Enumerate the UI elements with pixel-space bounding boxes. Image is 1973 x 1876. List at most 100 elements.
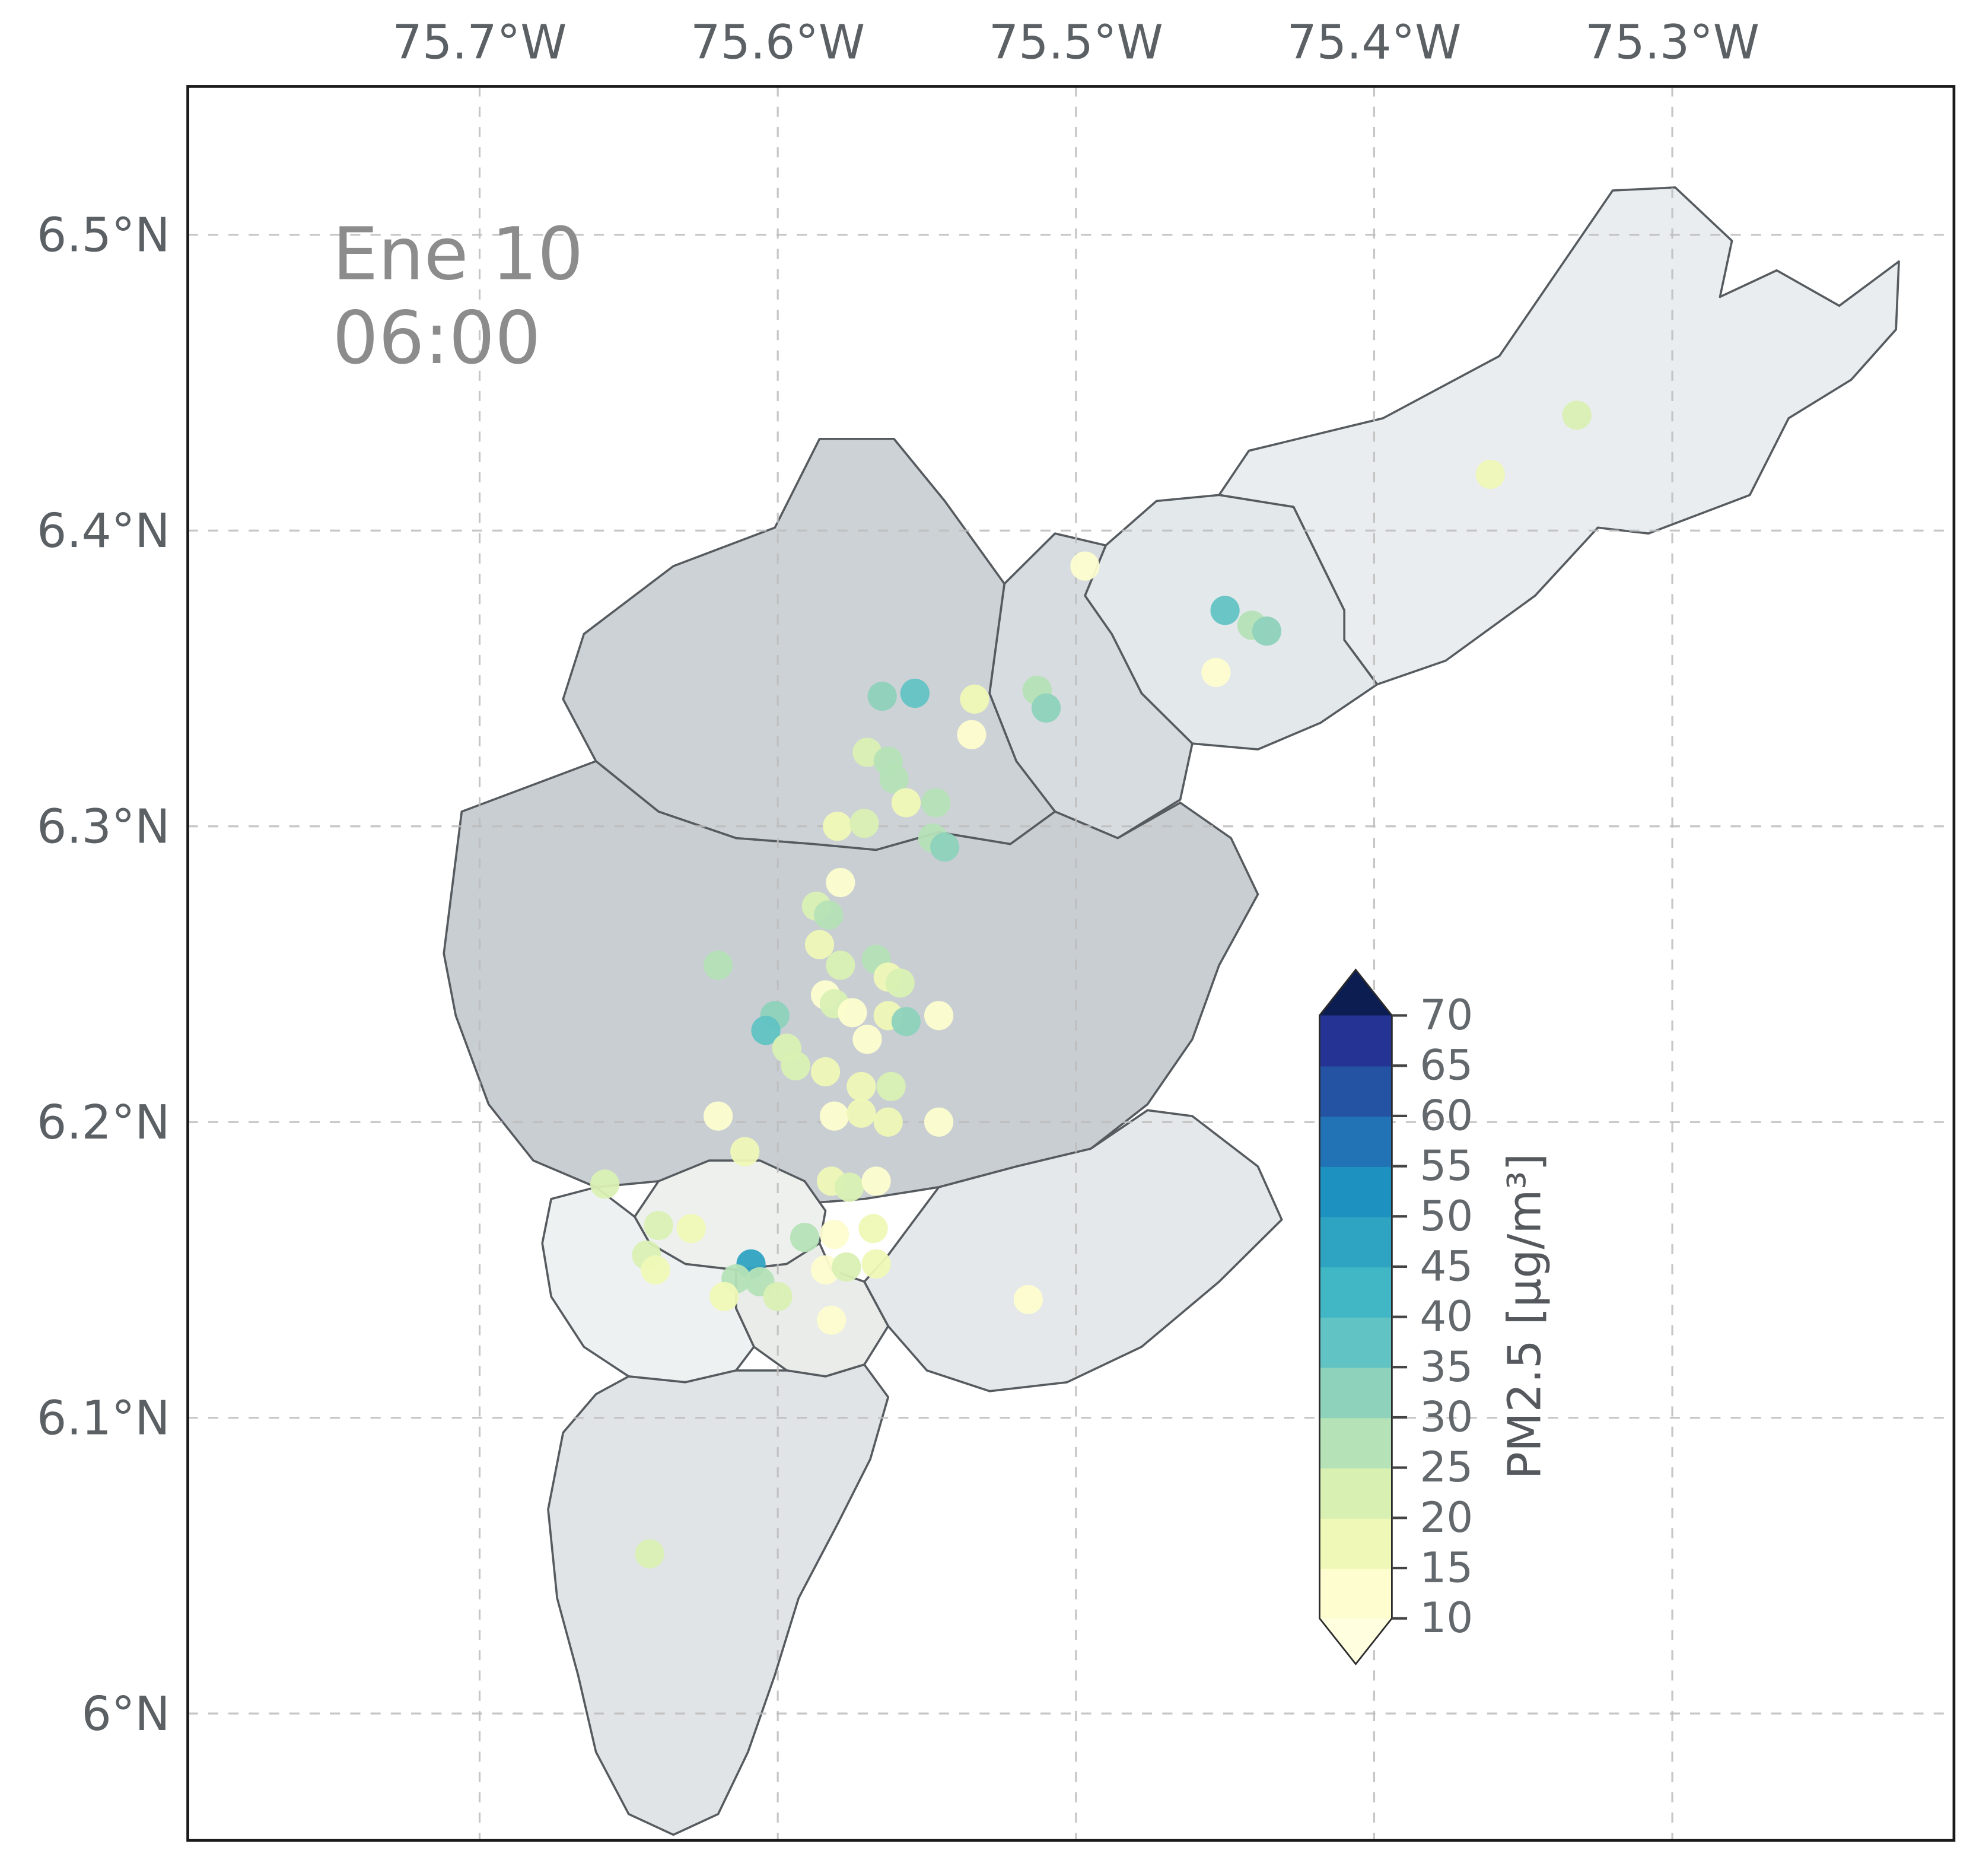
- colorbar-tick-label: 10: [1420, 1593, 1473, 1642]
- lon-tick-label: 75.3°W: [1585, 15, 1759, 69]
- lat-tick-label: 6.1°N: [37, 1391, 170, 1445]
- municipality-shape: [443, 760, 1259, 1206]
- colorbar-segment: [1319, 1216, 1392, 1268]
- data-point: [885, 968, 915, 998]
- colorbar-tick-label: 50: [1420, 1191, 1473, 1241]
- data-point: [924, 1107, 954, 1137]
- data-point: [804, 930, 835, 959]
- lat-tick-label: 6.5°N: [37, 208, 170, 263]
- data-point: [676, 1214, 706, 1244]
- data-point: [867, 681, 897, 711]
- lon-tick-label: 75.4°W: [1287, 15, 1461, 69]
- data-point: [781, 1051, 810, 1081]
- lon-tick-label: 75.5°W: [989, 15, 1163, 69]
- colorbar-tick-label: 60: [1420, 1090, 1473, 1140]
- data-point: [635, 1539, 664, 1569]
- annotation-time: 06:00: [332, 296, 540, 380]
- data-point: [1201, 657, 1231, 688]
- data-point: [879, 764, 909, 794]
- colorbar-segment: [1319, 1317, 1392, 1368]
- data-point: [838, 998, 867, 1028]
- lat-tick-label: 6°N: [82, 1687, 170, 1741]
- lat-tick-label: 6.2°N: [37, 1095, 170, 1150]
- data-point: [826, 950, 855, 980]
- colorbar-tick-label: 40: [1420, 1292, 1473, 1341]
- data-point: [1070, 551, 1100, 581]
- colorbar-tick-label: 45: [1420, 1241, 1473, 1290]
- data-point: [763, 1282, 793, 1311]
- data-point: [832, 1252, 861, 1282]
- colorbar-tick-label: 20: [1420, 1493, 1473, 1542]
- data-point: [709, 1282, 739, 1311]
- data-point: [957, 720, 986, 749]
- lon-tick-label: 75.6°W: [690, 15, 865, 69]
- data-point: [704, 1101, 733, 1131]
- colorbar-segment: [1319, 1367, 1392, 1419]
- lat-tick-label: 6.4°N: [37, 504, 170, 558]
- data-point: [819, 1101, 849, 1131]
- data-point: [921, 788, 951, 818]
- data-point: [835, 1172, 864, 1202]
- colorbar-segment: [1319, 1015, 1392, 1067]
- data-point: [930, 832, 960, 862]
- data-point: [814, 900, 844, 930]
- data-point: [900, 678, 930, 708]
- data-point: [861, 1249, 891, 1279]
- data-point: [873, 1107, 903, 1137]
- municipality-shape: [863, 1109, 1283, 1392]
- data-point: [1031, 693, 1061, 723]
- colorbar-segment: [1319, 1467, 1392, 1519]
- data-point: [1252, 616, 1282, 646]
- data-point: [858, 1214, 888, 1244]
- colorbar-segment: [1319, 1115, 1392, 1167]
- municipality-shape: [541, 1186, 755, 1384]
- municipality-shape: [1218, 186, 1900, 686]
- axis-labels: 75.7°W 75.6°W 75.5°W 75.4°W 75.3°W 6.5°N 6.4°N…: [37, 15, 1759, 1741]
- data-point: [751, 1016, 781, 1045]
- colorbar-label: PM2.5 [μg/m³]: [1499, 1153, 1552, 1480]
- data-point: [852, 1025, 882, 1054]
- data-point: [847, 1071, 876, 1101]
- plot-frame: [186, 85, 1956, 1842]
- annotation-date: Ene 10: [332, 212, 583, 297]
- colorbar-over-cap: [1319, 969, 1392, 1016]
- data-point: [849, 809, 879, 838]
- data-point: [790, 1223, 820, 1252]
- data-point: [891, 1007, 921, 1036]
- data-point: [847, 1098, 876, 1128]
- colorbar-segment: [1319, 1518, 1392, 1569]
- colorbar-tick-label: 35: [1420, 1342, 1473, 1391]
- colorbar-tick-label: 55: [1420, 1141, 1473, 1190]
- colorbar-segment: [1319, 1567, 1392, 1619]
- colorbar-tick-label: 25: [1420, 1442, 1473, 1492]
- colorbar-segment: [1319, 1166, 1392, 1217]
- data-point: [876, 1071, 906, 1101]
- data-point: [1013, 1284, 1043, 1314]
- gridline-layer: [187, 86, 1954, 1841]
- colorbar-segment: [1319, 1066, 1392, 1117]
- data-point: [960, 684, 989, 714]
- data-point: [1562, 400, 1592, 430]
- data-point: [704, 950, 733, 980]
- data-point: [1210, 596, 1240, 625]
- scatter-layer: [590, 400, 1592, 1569]
- colorbar-tick-label: 30: [1420, 1392, 1473, 1441]
- colorbar-tick-label: 70: [1420, 990, 1473, 1039]
- data-point: [861, 1166, 891, 1196]
- colorbar-under-cap: [1319, 1618, 1392, 1664]
- data-point: [810, 1057, 841, 1087]
- data-point: [817, 1305, 847, 1335]
- lon-tick-label: 75.7°W: [393, 15, 567, 69]
- data-point: [823, 812, 852, 841]
- data-point: [924, 1001, 954, 1031]
- data-point: [590, 1169, 620, 1199]
- data-point: [641, 1255, 670, 1285]
- colorbar-tick-label: 15: [1420, 1543, 1473, 1592]
- data-point: [891, 788, 921, 818]
- data-point: [826, 867, 855, 898]
- data-point: [819, 1219, 849, 1249]
- data-point: [644, 1210, 673, 1241]
